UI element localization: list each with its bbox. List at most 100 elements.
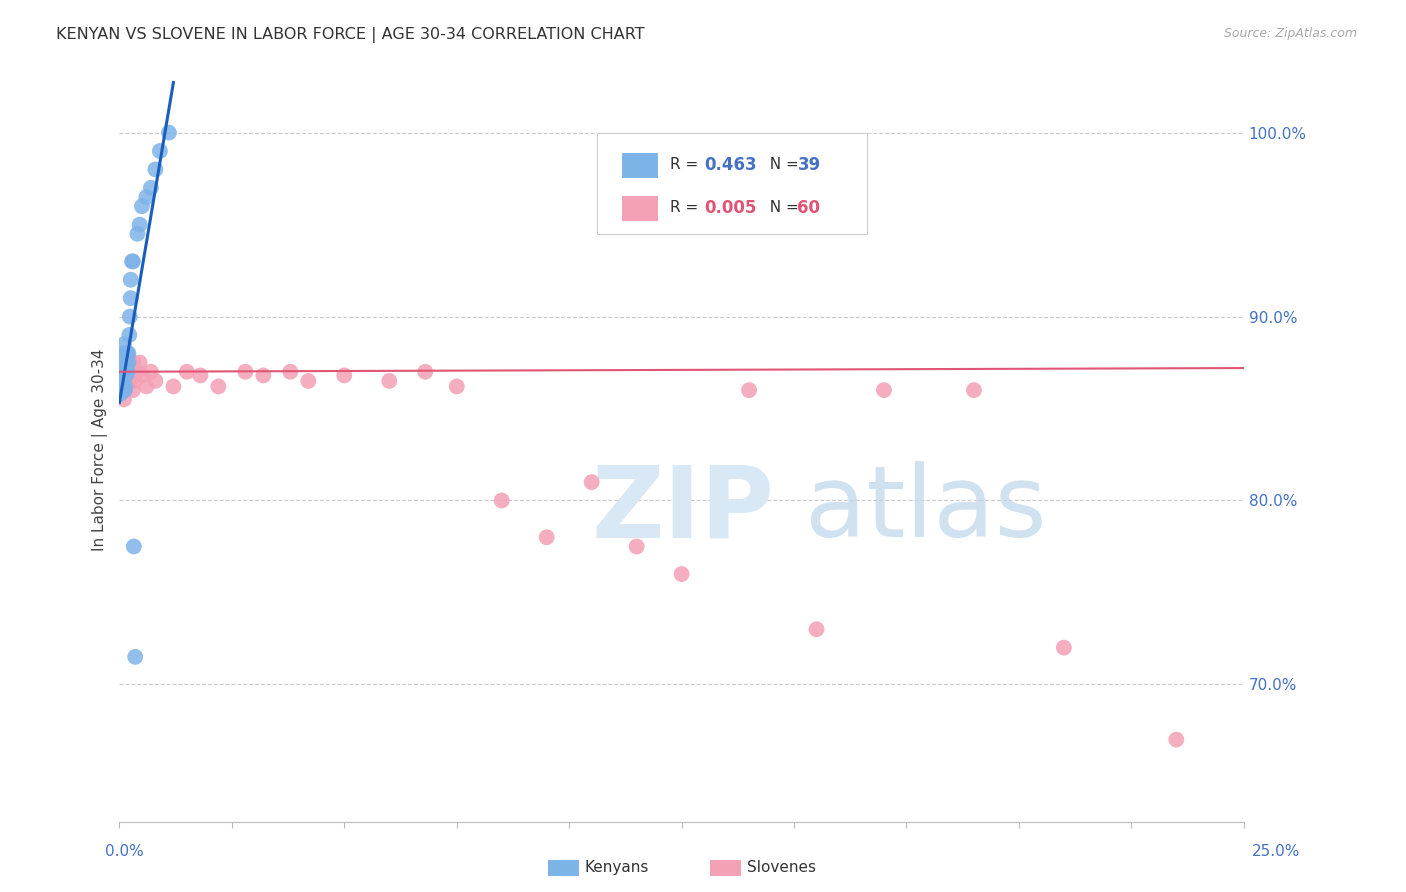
Text: N =: N = xyxy=(761,200,804,215)
Point xyxy=(626,540,648,554)
Point xyxy=(111,355,134,369)
Point xyxy=(111,350,134,364)
Point xyxy=(114,365,136,379)
Text: Source: ZipAtlas.com: Source: ZipAtlas.com xyxy=(1223,27,1357,40)
Text: 0.0%: 0.0% xyxy=(105,845,145,859)
Point xyxy=(118,328,141,343)
Point xyxy=(139,365,162,379)
Text: R =: R = xyxy=(671,157,703,172)
Point xyxy=(120,374,142,388)
Point xyxy=(297,374,319,388)
Point xyxy=(135,190,157,204)
Point xyxy=(135,379,157,393)
Point xyxy=(114,383,136,397)
Point xyxy=(117,374,139,388)
FancyBboxPatch shape xyxy=(621,153,658,178)
Text: 39: 39 xyxy=(797,156,821,174)
Point xyxy=(124,374,146,388)
Point xyxy=(114,383,136,397)
Point xyxy=(873,383,896,397)
Point xyxy=(235,365,257,379)
Point xyxy=(112,361,135,376)
Point xyxy=(115,355,138,369)
Point xyxy=(121,254,143,268)
Point xyxy=(128,218,150,232)
Point xyxy=(111,350,134,364)
Point xyxy=(1166,732,1188,747)
Point xyxy=(122,365,145,379)
Point xyxy=(131,199,153,213)
Point xyxy=(117,365,139,379)
Text: 0.005: 0.005 xyxy=(704,199,756,217)
Point xyxy=(111,383,134,397)
Point xyxy=(128,355,150,369)
Point xyxy=(127,227,149,241)
Point xyxy=(118,310,141,324)
Point xyxy=(581,475,603,489)
Point xyxy=(122,254,145,268)
Text: R =: R = xyxy=(671,200,703,215)
Point xyxy=(122,383,145,397)
Point xyxy=(112,374,135,388)
Point xyxy=(112,355,135,369)
Point xyxy=(112,361,135,376)
Point xyxy=(112,392,135,407)
Point xyxy=(131,368,153,383)
Point xyxy=(112,365,135,379)
Point xyxy=(111,379,134,393)
Point xyxy=(114,379,136,393)
Point xyxy=(112,346,135,360)
Point xyxy=(114,355,136,369)
Point xyxy=(115,355,138,369)
Point xyxy=(806,622,828,636)
Text: 60: 60 xyxy=(797,199,821,217)
Point xyxy=(333,368,356,383)
Text: ZIP: ZIP xyxy=(592,461,775,558)
Point xyxy=(114,379,136,393)
Point xyxy=(176,365,198,379)
Point xyxy=(145,162,167,177)
Point xyxy=(157,126,180,140)
Point xyxy=(671,567,693,582)
Point xyxy=(115,355,138,369)
Point xyxy=(112,374,135,388)
Point xyxy=(112,379,135,393)
Point xyxy=(111,361,134,376)
Point xyxy=(122,355,145,369)
Point xyxy=(115,346,138,360)
Point xyxy=(963,383,986,397)
FancyBboxPatch shape xyxy=(598,133,868,234)
Point xyxy=(117,346,139,360)
Point xyxy=(280,365,302,379)
Point xyxy=(162,379,184,393)
Point xyxy=(110,355,132,369)
Point xyxy=(118,365,141,379)
Point xyxy=(1053,640,1076,655)
Point xyxy=(112,365,135,379)
Point xyxy=(145,374,167,388)
Point xyxy=(536,530,558,544)
Point xyxy=(111,355,134,369)
Point xyxy=(115,365,138,379)
Point xyxy=(127,365,149,379)
Point xyxy=(738,383,761,397)
Point xyxy=(112,368,135,383)
Point xyxy=(120,291,142,305)
Point xyxy=(117,361,139,376)
Text: 25.0%: 25.0% xyxy=(1253,845,1301,859)
Point xyxy=(115,350,138,364)
Point xyxy=(446,379,468,393)
Point xyxy=(115,365,138,379)
Point xyxy=(491,493,513,508)
Point xyxy=(124,649,146,664)
FancyBboxPatch shape xyxy=(621,195,658,221)
Point xyxy=(114,355,136,369)
Point xyxy=(252,368,274,383)
Point xyxy=(115,368,138,383)
Point xyxy=(149,144,172,158)
Text: Slovenes: Slovenes xyxy=(747,860,815,874)
Point xyxy=(111,368,134,383)
Text: N =: N = xyxy=(761,157,804,172)
Point xyxy=(207,379,229,393)
Point xyxy=(110,386,132,401)
